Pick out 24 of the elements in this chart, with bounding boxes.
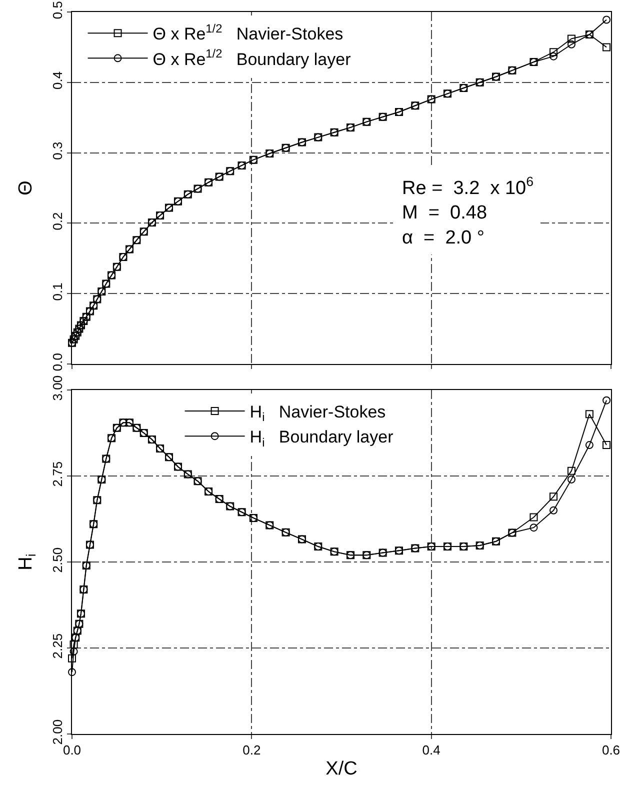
y-tick-label: 2.75 [50,461,65,487]
x-tick-label: 0.6 [602,742,620,758]
y-tick-label: 2.25 [50,633,65,659]
y-tick-label: 0.5 [50,1,65,20]
annotation: α = 2.0 ° [402,227,484,248]
legend-label: H$_{i}$ Boundary layer [250,428,394,450]
y-tick-label: 2.50 [50,547,65,573]
annotation: Re = 3.2 x 10$^{6}$ [402,174,534,199]
legend-label: Θ x Re$^{1/2}$ Navier-Stokes [152,22,344,44]
x-axis-title: X/C [326,758,358,780]
y-tick-label: 0.1 [50,282,65,301]
y-tick-label: 0.2 [50,212,65,230]
x-tick-label: 0.4 [422,742,440,758]
y-axis-title: Θ [16,180,37,196]
x-tick-label: 0.2 [242,742,261,758]
y-tick-label: 0.4 [50,71,65,90]
legend-label: Θ x Re$^{1/2}$ Boundary layer [152,46,352,69]
x-tick-label: 0.0 [62,742,82,758]
y-tick-label: 0.3 [50,142,65,160]
y-tick-label: 3.00 [50,375,65,401]
y-tick-label: 0.0 [50,353,65,372]
legend-label: H$_{i}$ Navier-Stokes [250,402,386,424]
annotation: M = 0.48 [402,202,488,224]
y-tick-label: 2.00 [50,719,65,745]
